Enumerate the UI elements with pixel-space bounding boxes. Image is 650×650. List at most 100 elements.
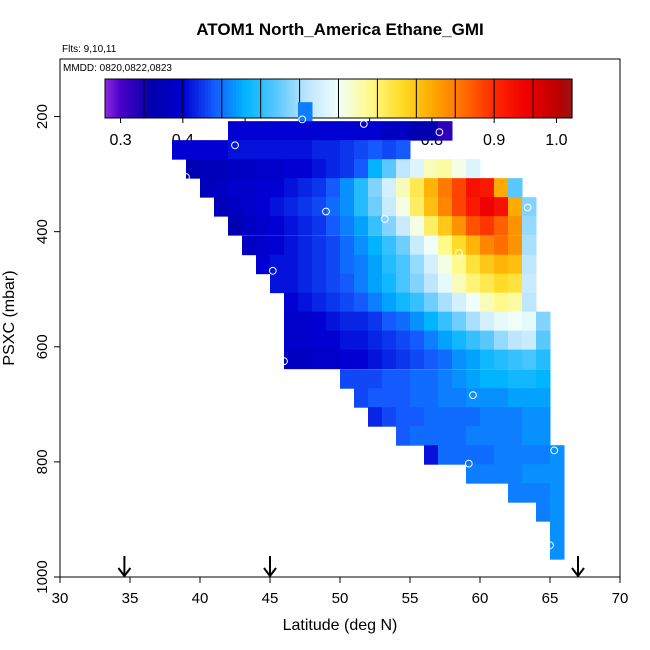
- heatmap-cell: [424, 178, 439, 198]
- heatmap-cell: [396, 407, 411, 427]
- heatmap-cell: [326, 235, 341, 256]
- colorbar-swatch: [500, 79, 505, 118]
- observation-point: [341, 393, 350, 402]
- heatmap-cell: [270, 159, 285, 179]
- colorbar-swatch: [509, 79, 514, 118]
- heatmap-cell: [284, 159, 299, 179]
- heatmap-cell: [228, 216, 243, 236]
- heatmap-cell: [536, 426, 551, 446]
- heatmap-cell: [452, 292, 467, 313]
- heatmap-cell: [522, 216, 537, 236]
- flight-arrow-head: [263, 567, 277, 578]
- heatmap-cell: [312, 140, 327, 160]
- heatmap-cell: [410, 216, 425, 236]
- heatmap-cell: [466, 388, 481, 408]
- heatmap-cell: [466, 197, 481, 217]
- heatmap-cell: [410, 235, 425, 256]
- colorbar-swatch: [335, 79, 340, 118]
- heatmap-cell: [382, 311, 397, 332]
- colorbar-swatch: [313, 79, 318, 118]
- heatmap-cell: [368, 140, 383, 160]
- heatmap-cell: [186, 159, 201, 179]
- colorbar-swatch: [435, 79, 439, 118]
- colorbar-swatch: [456, 79, 461, 118]
- heatmap-cell: [452, 426, 467, 446]
- heatmap-cell: [284, 140, 299, 160]
- heatmap-cell: [354, 292, 369, 313]
- heatmap-cell: [452, 330, 467, 351]
- colorbar-swatch: [553, 79, 558, 118]
- heatmap-cell: [466, 407, 481, 427]
- colorbar-swatch: [185, 79, 190, 118]
- heatmap-cell: [298, 121, 313, 141]
- heatmap-cell: [270, 197, 285, 217]
- heatmap-cell: [410, 388, 425, 408]
- colorbar-swatch: [568, 79, 573, 118]
- colorbar-swatch: [419, 79, 424, 118]
- colorbar-swatch: [123, 79, 128, 118]
- heatmap-cell: [284, 197, 299, 217]
- x-tick-label: 40: [192, 590, 209, 607]
- heatmap-cell: [494, 254, 509, 275]
- x-tick-label: 45: [262, 590, 279, 607]
- heatmap-cell: [284, 311, 299, 332]
- heatmap-cell: [424, 330, 439, 351]
- heatmap-cell: [536, 330, 551, 351]
- heatmap-cell: [326, 330, 341, 351]
- colorbar-swatch: [369, 79, 374, 118]
- colorbar-swatch: [550, 79, 554, 118]
- heatmap-cell: [466, 178, 481, 198]
- heatmap-cell: [424, 254, 439, 275]
- heatmap-cell: [284, 178, 299, 198]
- heatmap-cell: [508, 388, 523, 408]
- heatmap-cell: [242, 140, 257, 160]
- heatmap-cell: [242, 197, 257, 217]
- colorbar-swatch: [372, 79, 377, 118]
- heatmap-cell: [550, 521, 565, 541]
- heatmap-cell: [382, 330, 397, 351]
- colorbar-swatch: [139, 79, 143, 118]
- colorbar-swatch: [341, 79, 346, 118]
- heatmap-cell: [256, 140, 271, 160]
- colorbar-swatch: [406, 79, 411, 118]
- heatmap-cell: [284, 121, 299, 141]
- heatmap-cell: [326, 121, 341, 141]
- colorbar-swatch: [217, 79, 221, 118]
- heatmap-cell: [228, 159, 243, 179]
- colorbar-swatch: [444, 79, 449, 118]
- colorbar-swatch: [329, 79, 333, 118]
- heatmap-cell: [536, 349, 551, 370]
- colorbar-swatch: [481, 79, 486, 118]
- heatmap-cell: [270, 273, 285, 294]
- colorbar-swatch: [350, 79, 355, 118]
- heatmap-cell: [508, 273, 523, 294]
- heatmap-cell: [508, 464, 523, 484]
- y-axis: 200 400 600 800 1000: [34, 104, 60, 594]
- heatmap-cell: [494, 369, 509, 389]
- heatmap-cell: [228, 178, 243, 198]
- heatmap-cell: [508, 178, 523, 198]
- heatmap-cell: [550, 483, 565, 503]
- colorbar-swatch: [559, 79, 564, 118]
- heatmap-cell: [340, 254, 355, 275]
- colorbar-swatch: [241, 79, 246, 118]
- heatmap-cell: [410, 292, 425, 313]
- heatmap-cell: [438, 197, 453, 217]
- heatmap-cell: [494, 292, 509, 313]
- colorbar-swatch: [276, 79, 280, 118]
- colorbar-swatch: [164, 79, 168, 118]
- heatmap-cell: [368, 273, 383, 294]
- heatmap-cell: [396, 369, 411, 389]
- colorbar-swatch: [120, 79, 125, 118]
- heatmap-cell: [340, 369, 355, 389]
- heatmap-cell: [410, 197, 425, 217]
- heatmap-cell: [284, 349, 299, 370]
- heatmap-cell: [508, 407, 523, 427]
- heatmap-cell: [508, 483, 523, 503]
- heatmap-cell: [326, 216, 341, 236]
- flight-arrow-head: [117, 567, 132, 578]
- heatmap-cell: [536, 407, 551, 427]
- heatmap-cell: [214, 140, 229, 160]
- heatmap-cell: [340, 178, 355, 198]
- x-tick-label: 60: [472, 590, 489, 607]
